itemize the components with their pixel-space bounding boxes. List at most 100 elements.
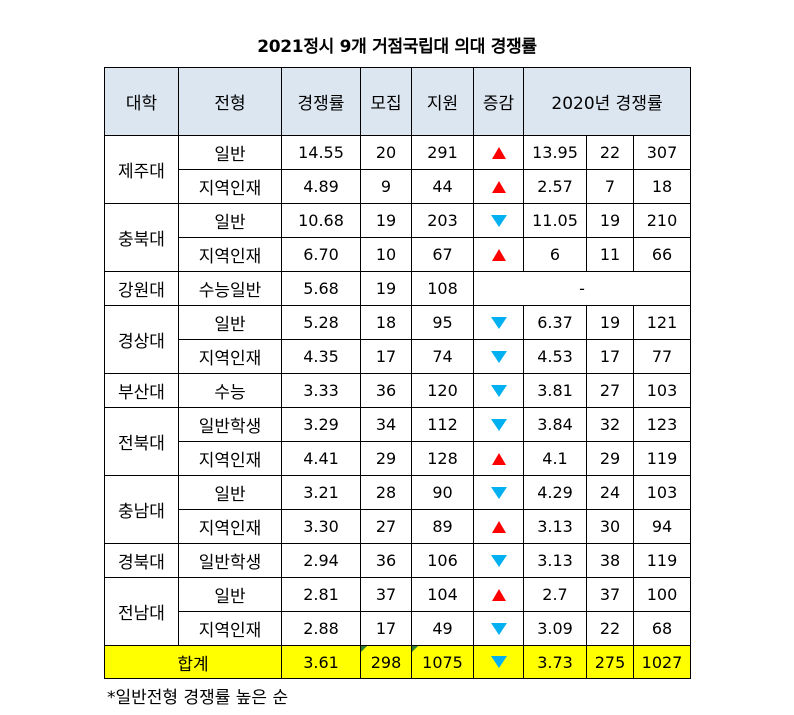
table-title: 2021정시 9개 거점국립대 의대 경쟁률	[257, 37, 537, 57]
ratio-cell: 6.70	[281, 237, 361, 272]
triangle-down-icon	[490, 622, 507, 635]
change-cell	[473, 441, 524, 476]
quota-cell: 9	[360, 169, 412, 204]
prev-applicants-cell: 66	[633, 237, 691, 272]
quota-cell: 10	[360, 237, 412, 272]
univ-cell: 부산대	[104, 373, 179, 408]
univ-cell: 강원대	[104, 271, 179, 306]
applicants-cell: 44	[411, 169, 474, 204]
applicants-cell: 49	[411, 611, 474, 646]
type-cell: 일반	[178, 305, 282, 340]
type-cell: 일반학생	[178, 543, 282, 578]
prev-applicants-cell: 119	[633, 441, 691, 476]
type-cell: 일반학생	[178, 407, 282, 442]
competition-table: 대학 전형 경쟁률 모집 지원 증감 2020년 경쟁률 제주대 일반 14.55 2…	[104, 67, 691, 679]
quota-cell: 19	[360, 271, 412, 306]
triangle-down-icon	[490, 656, 507, 668]
prev-applicants-cell: 103	[633, 475, 691, 510]
prev-applicants-cell: 121	[633, 305, 691, 340]
change-cell	[473, 509, 524, 544]
prev-ratio-cell: 6	[523, 237, 587, 272]
applicants-cell: 291	[411, 135, 474, 170]
type-cell: 지역인재	[178, 237, 282, 272]
change-cell	[473, 135, 524, 170]
ratio-cell: 10.68	[281, 203, 361, 238]
table-row: 충북대 일반 10.68 19 203 11.05 19 210	[104, 203, 691, 272]
prev-applicants-cell: 307	[633, 135, 691, 170]
applicants-cell: 203	[411, 203, 474, 238]
univ-cell: 전북대	[104, 407, 179, 476]
prev-quota-cell: 32	[586, 407, 634, 442]
header-applicants: 지원	[411, 67, 474, 136]
total-prev-applicants: 1027	[633, 645, 691, 679]
quota-cell: 27	[360, 509, 412, 544]
header-ratio: 경쟁률	[281, 67, 361, 136]
change-cell	[473, 169, 524, 204]
prev-quota-cell: 22	[586, 611, 634, 646]
prev-quota-cell: 27	[586, 373, 634, 408]
prev-quota-cell: 37	[586, 577, 634, 612]
total-prev-ratio: 3.73	[523, 645, 587, 679]
total-label: 합계	[104, 645, 282, 679]
applicants-cell: 67	[411, 237, 474, 272]
triangle-down-icon	[490, 384, 507, 397]
prev-ratio-cell: 6.37	[523, 305, 587, 340]
prev-applicants-cell: 18	[633, 169, 691, 204]
ratio-cell: 4.89	[281, 169, 361, 204]
applicants-cell: 89	[411, 509, 474, 544]
triangle-down-icon	[490, 554, 507, 567]
prev-quota-cell: 11	[586, 237, 634, 272]
prev-applicants-cell: 210	[633, 203, 691, 238]
triangle-down-icon	[490, 350, 507, 363]
prev-applicants-cell: 94	[633, 509, 691, 544]
type-cell: 지역인재	[178, 169, 282, 204]
prev-applicants-cell: 103	[633, 373, 691, 408]
applicants-cell: 128	[411, 441, 474, 476]
header-change: 증감	[473, 67, 524, 136]
prev-quota-cell: 19	[586, 203, 634, 238]
type-cell: 지역인재	[178, 509, 282, 544]
prev-applicants-cell: 68	[633, 611, 691, 646]
change-cell	[473, 645, 524, 679]
ratio-cell: 3.33	[281, 373, 361, 408]
quota-cell: 36	[360, 543, 412, 578]
triangle-down-icon	[490, 316, 507, 329]
ratio-cell: 3.30	[281, 509, 361, 544]
ratio-cell: 4.35	[281, 339, 361, 374]
total-prev-quota: 275	[586, 645, 634, 679]
table-row: 지역인재 2.88 17 49 3.09 22 68	[105, 611, 691, 646]
prev-ratio-cell: 3.13	[523, 509, 587, 544]
type-cell: 지역인재	[178, 441, 282, 476]
type-cell: 수능일반	[178, 271, 282, 306]
total-ratio: 3.61	[281, 645, 361, 679]
quota-cell: 17	[360, 611, 412, 646]
header-type: 전형	[178, 67, 282, 136]
applicants-cell: 104	[411, 577, 474, 612]
header-prev: 2020년 경쟁률	[523, 67, 691, 136]
table-row: 지역인재 6.70 10 67 6 11 66	[105, 237, 691, 272]
applicants-cell: 108	[411, 271, 474, 306]
change-cell	[473, 305, 524, 340]
header-row: 대학 전형 경쟁률 모집 지원 증감 2020년 경쟁률	[104, 67, 691, 136]
header-quota: 모집	[360, 67, 412, 136]
prev-ratio-cell: 4.53	[523, 339, 587, 374]
triangle-up-icon	[491, 452, 506, 465]
change-cell	[473, 543, 524, 578]
prev-quota-cell: 38	[586, 543, 634, 578]
triangle-up-icon	[491, 588, 506, 601]
table-row: 전남대 일반 2.81 37 104 2.7 37 100	[104, 577, 691, 646]
prev-ratio-cell: 4.29	[523, 475, 587, 510]
quota-cell: 28	[360, 475, 412, 510]
type-cell: 수능	[178, 373, 282, 408]
prev-ratio-cell: 3.13	[523, 543, 587, 578]
prev-ratio-cell: 2.57	[523, 169, 587, 204]
triangle-down-icon	[490, 486, 507, 499]
quota-cell: 29	[360, 441, 412, 476]
ratio-cell: 4.41	[281, 441, 361, 476]
quota-cell: 20	[360, 135, 412, 170]
ratio-cell: 2.88	[281, 611, 361, 646]
prev-quota-cell: 22	[586, 135, 634, 170]
applicants-cell: 120	[411, 373, 474, 408]
type-cell: 지역인재	[178, 611, 282, 646]
prev-none-cell: -	[473, 271, 691, 306]
